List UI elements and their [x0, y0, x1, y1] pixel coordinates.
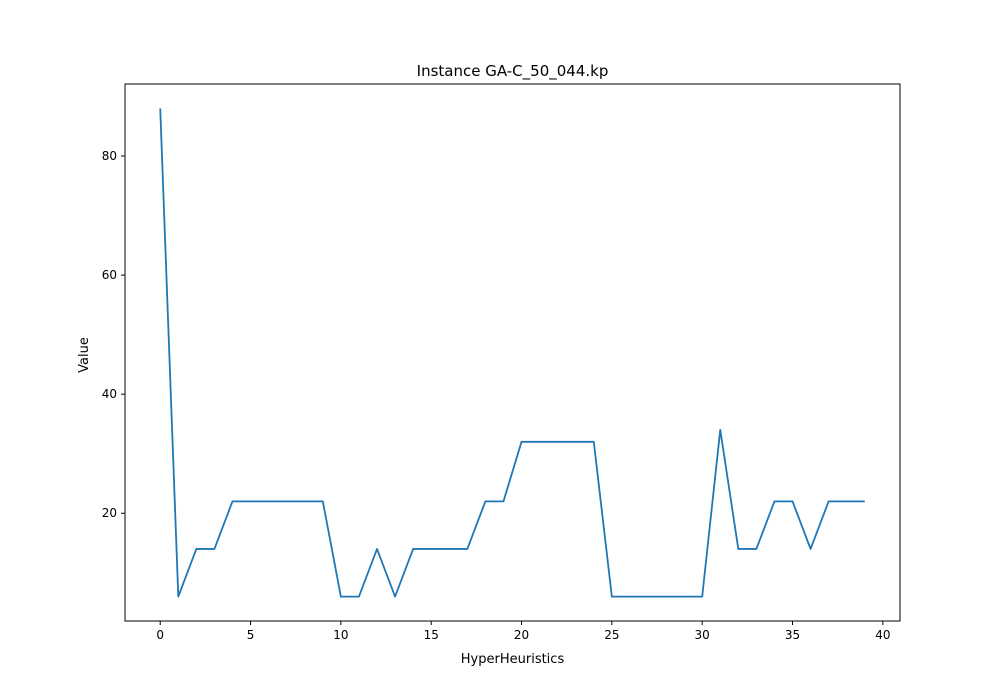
x-axis: 0 5 10 15 20 25 30 35 40	[156, 621, 890, 642]
y-tick-label: 20	[102, 506, 117, 520]
y-tick-label: 40	[102, 387, 117, 401]
x-tick-label: 30	[695, 628, 710, 642]
series-line-0	[159, 108, 865, 598]
x-tick-label: 0	[156, 628, 164, 642]
y-axis-label: Value	[77, 337, 92, 373]
y-axis: 20 40 60 80	[102, 149, 125, 520]
x-tick-label: 15	[424, 628, 439, 642]
x-tick-label: 10	[333, 628, 348, 642]
plot-area	[159, 108, 865, 598]
x-tick-label: 5	[247, 628, 255, 642]
x-tick-label: 20	[514, 628, 529, 642]
chart-title: Instance GA-C_50_044.kp	[417, 62, 609, 81]
x-tick-label: 25	[604, 628, 619, 642]
y-tick-label: 60	[102, 268, 117, 282]
x-tick-label: 35	[785, 628, 800, 642]
x-axis-label: HyperHeuristics	[461, 652, 565, 667]
y-tick-label: 80	[102, 149, 117, 163]
x-tick-label: 40	[875, 628, 890, 642]
axes-frame	[124, 83, 901, 622]
